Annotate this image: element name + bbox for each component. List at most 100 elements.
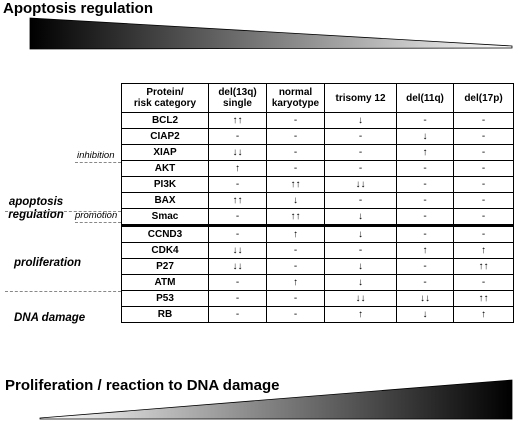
value-cell-del13q: ↓↓ — [208, 258, 267, 275]
value-cell-del17p: - — [453, 160, 514, 177]
protein-cell: PI3K — [121, 176, 209, 193]
protein-cell: BAX — [121, 192, 209, 209]
protein-cell: P53 — [121, 290, 209, 307]
value-cell-normal: - — [266, 258, 325, 275]
value-cell-del11q: ↑ — [396, 242, 454, 259]
value-cell-del17p: - — [453, 208, 514, 227]
value-cell-trisomy12: ↓↓ — [324, 176, 397, 193]
label-promotion: promotion — [75, 210, 118, 221]
header-del11q: del(11q) — [396, 83, 454, 113]
value-cell-del17p: ↑ — [453, 242, 514, 259]
header-protein: Protein/ risk category — [121, 83, 209, 113]
header-trisomy12-text: trisomy 12 — [335, 92, 386, 104]
value-cell-normal: - — [266, 242, 325, 259]
label-apoptosis-regulation: apoptosis regulation — [5, 183, 67, 222]
value-cell-del13q: ↑ — [208, 160, 267, 177]
title-apoptosis-regulation: Apoptosis regulation — [3, 0, 153, 17]
protein-cell: RB — [121, 306, 209, 323]
value-cell-del11q: ↓ — [396, 128, 454, 145]
header-normal: normal karyotype — [266, 83, 325, 113]
value-cell-del11q: ↑ — [396, 144, 454, 161]
value-cell-del17p: - — [453, 144, 514, 161]
top-gradient-wedge — [29, 17, 513, 50]
value-cell-del17p: - — [453, 128, 514, 145]
label-inhibition: inhibition — [77, 150, 115, 161]
header-del11q-text: del(11q) — [406, 92, 444, 104]
value-cell-del13q: - — [208, 290, 267, 307]
value-cell-del11q: - — [396, 176, 454, 193]
protein-cell: XIAP — [121, 144, 209, 161]
value-cell-trisomy12: ↓ — [324, 274, 397, 291]
value-cell-normal: - — [266, 306, 325, 323]
value-cell-normal: ↑↑ — [266, 176, 325, 193]
header-del13q-text: del(13q) single — [218, 87, 257, 109]
title-proliferation-dna: Proliferation / reaction to DNA damage — [5, 377, 280, 394]
value-cell-normal: ↑ — [266, 274, 325, 291]
protein-cell: ATM — [121, 274, 209, 291]
header-trisomy12: trisomy 12 — [324, 83, 397, 113]
table-row: P27 ↓↓ - ↓ - ↑↑ — [121, 258, 514, 275]
value-cell-del13q: ↑↑ — [208, 192, 267, 209]
value-cell-normal: ↑↑ — [266, 208, 325, 227]
value-cell-del11q: - — [396, 225, 454, 243]
rule-inhibition — [75, 162, 121, 163]
label-dna-damage: DNA damage — [14, 312, 85, 325]
value-cell-trisomy12: ↓ — [324, 208, 397, 227]
rule-proliferation — [5, 291, 121, 292]
protein-cell: CIAP2 — [121, 128, 209, 145]
value-cell-del13q: ↓↓ — [208, 144, 267, 161]
table-row: RB - - ↑ ↓ ↑ — [121, 306, 514, 323]
protein-cell: CDK4 — [121, 242, 209, 259]
value-cell-del13q: - — [208, 208, 267, 227]
value-cell-normal: - — [266, 128, 325, 145]
value-cell-del17p: - — [453, 274, 514, 291]
value-cell-del13q: - — [208, 128, 267, 145]
header-del17p: del(17p) — [453, 83, 514, 113]
protein-cell: Smac — [121, 208, 209, 227]
value-cell-normal: - — [266, 112, 325, 129]
value-cell-del11q: - — [396, 208, 454, 227]
header-del13q: del(13q) single — [208, 83, 267, 113]
value-cell-del17p: - — [453, 225, 514, 243]
value-cell-del13q: - — [208, 306, 267, 323]
protein-cell: BCL2 — [121, 112, 209, 129]
bottom-gradient-wedge — [39, 379, 513, 420]
value-cell-del11q: - — [396, 258, 454, 275]
rule-apoptosis — [5, 211, 121, 212]
rule-promotion — [75, 222, 121, 223]
value-cell-normal: ↓ — [266, 192, 325, 209]
value-cell-trisomy12: ↓↓ — [324, 290, 397, 307]
table-row: BAX ↑↑ ↓ - - - — [121, 192, 514, 209]
value-cell-del17p: ↑↑ — [453, 258, 514, 275]
risk-category-table: Protein/ risk category del(13q) single n… — [121, 83, 514, 323]
value-cell-del17p: - — [453, 192, 514, 209]
value-cell-del17p: ↑ — [453, 306, 514, 323]
header-protein-text: Protein/ risk category — [133, 87, 197, 109]
table-body: BCL2 ↑↑ - ↓ - - CIAP2- - - ↓ - XIAP ↓↓ - - ↑ - AKT ↑ - - - - PI… — [121, 112, 514, 323]
value-cell-del11q: ↓↓ — [396, 290, 454, 307]
value-cell-del13q: - — [208, 274, 267, 291]
value-cell-del13q: - — [208, 225, 267, 243]
value-cell-del17p: - — [453, 176, 514, 193]
table-row: CCND3- ↑ ↓ - - — [121, 225, 514, 243]
label-apoptosis-regulation-text: apoptosis regulation — [8, 196, 64, 221]
value-cell-normal: - — [266, 290, 325, 307]
protein-cell: CCND3 — [121, 225, 209, 243]
table-row: PI3K - ↑↑ ↓↓ - - — [121, 176, 514, 193]
label-dna-damage-text: DNA damage — [14, 312, 86, 324]
protein-cell: P27 — [121, 258, 209, 275]
table-row: XIAP ↓↓ - - ↑ - — [121, 144, 514, 161]
value-cell-normal: - — [266, 144, 325, 161]
header-del17p-text: del(17p) — [464, 92, 503, 104]
value-cell-trisomy12: - — [324, 242, 397, 259]
value-cell-del11q: ↓ — [396, 306, 454, 323]
protein-cell: AKT — [121, 160, 209, 177]
label-proliferation-text: proliferation — [14, 257, 82, 269]
table-row: CDK4 ↓↓ - - ↑ ↑ — [121, 242, 514, 259]
value-cell-trisomy12: ↑ — [324, 306, 397, 323]
table-row: P53- - ↓↓ ↓↓ ↑↑ — [121, 290, 514, 307]
value-cell-trisomy12: - — [324, 128, 397, 145]
table-row: CIAP2- - - ↓ - — [121, 128, 514, 145]
table-row: BCL2 ↑↑ - ↓ - - — [121, 112, 514, 129]
value-cell-trisomy12: ↓ — [324, 258, 397, 275]
